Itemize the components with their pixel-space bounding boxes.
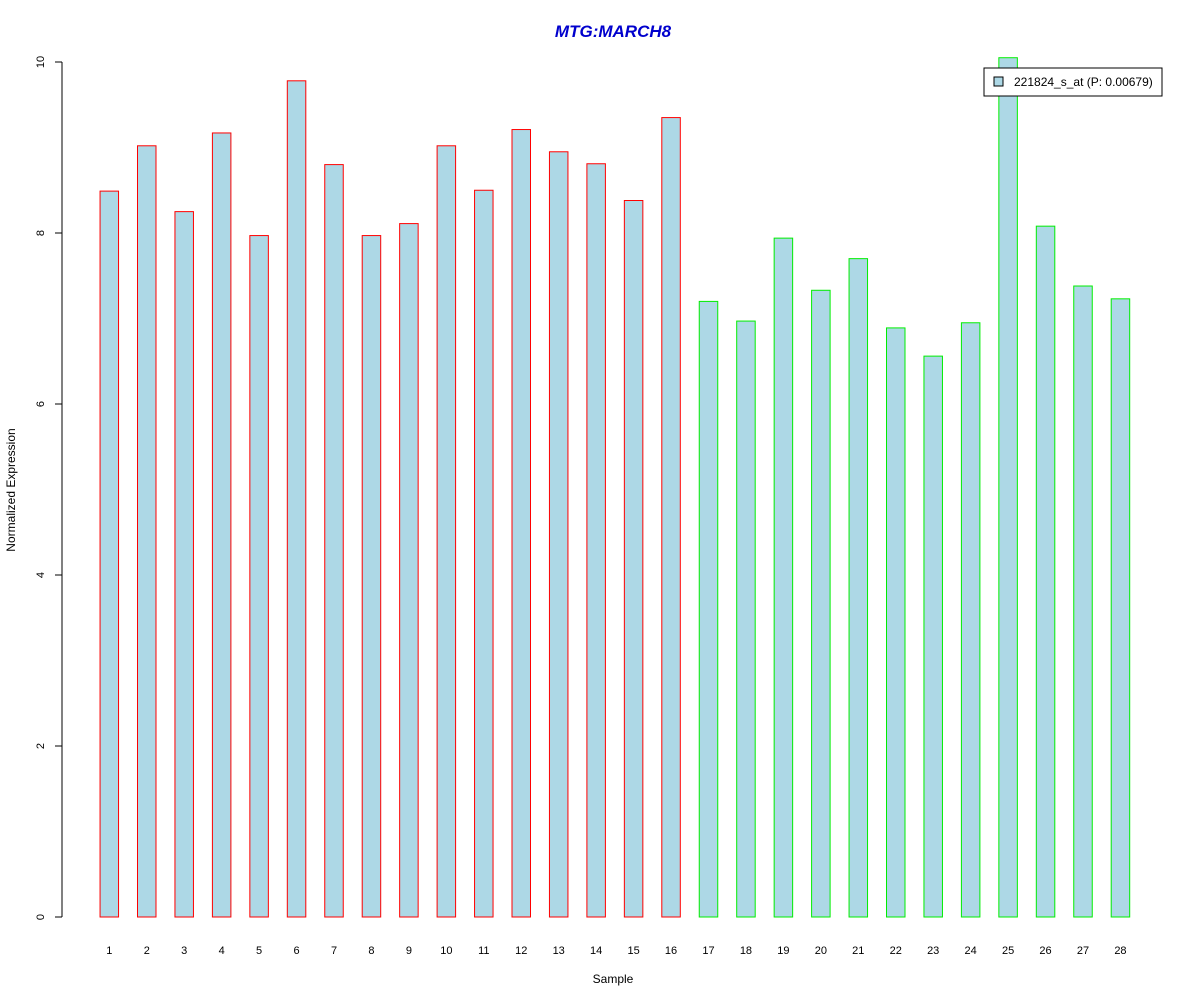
legend-swatch	[993, 76, 1004, 87]
bar-sample-22	[886, 327, 906, 918]
legend-box	[983, 67, 1163, 97]
bar-sample-19	[773, 237, 794, 918]
chart-title: MTG:MARCH8	[555, 22, 672, 41]
y-tick-label-4: 4	[35, 572, 47, 578]
bar-sample-9	[399, 223, 419, 918]
x-tick-label-24: 24	[965, 945, 977, 957]
bar-sample-5	[249, 235, 269, 918]
bar-sample-3	[174, 211, 194, 918]
x-tick-label-7: 7	[331, 945, 337, 957]
x-tick-label-10: 10	[440, 945, 452, 957]
x-tick-label-21: 21	[852, 945, 864, 957]
bars-group	[99, 57, 1131, 918]
bar-sample-2	[137, 145, 157, 918]
legend: 221824_s_at (P: 0.00679)	[983, 67, 1163, 97]
x-tick-label-18: 18	[740, 945, 752, 957]
x-tick-label-25: 25	[1002, 945, 1014, 957]
y-tick-label-8: 8	[35, 230, 47, 236]
bar-sample-28	[1110, 298, 1131, 918]
bar-sample-14	[586, 163, 606, 918]
y-tick-label-6: 6	[35, 401, 47, 407]
bar-sample-21	[848, 258, 869, 918]
bar-sample-27	[1073, 285, 1093, 918]
x-axis: 1 2 3 4 5 6 7 8 9 10 11 12 13 14 15 16 17 18 19 20 21 22 23 24 2…	[106, 945, 1126, 957]
x-tick-label-13: 13	[553, 945, 565, 957]
bar-sample-7	[324, 164, 344, 918]
x-tick-label-17: 17	[702, 945, 714, 957]
x-tick-label-8: 8	[368, 945, 374, 957]
y-tick-label-2: 2	[35, 743, 47, 749]
y-tick-label-10: 10	[35, 56, 47, 68]
y-axis-label: Normalized Expression	[4, 428, 18, 551]
bar-sample-23	[923, 355, 943, 918]
x-tick-label-26: 26	[1039, 945, 1051, 957]
bar-sample-16	[661, 117, 681, 918]
bar-sample-18	[736, 320, 756, 918]
x-tick-label-16: 16	[665, 945, 677, 957]
bar-sample-11	[474, 189, 494, 918]
x-tick-label-1: 1	[106, 945, 112, 957]
bar-sample-15	[623, 200, 644, 918]
x-tick-label-4: 4	[219, 945, 225, 957]
x-tick-label-19: 19	[777, 945, 789, 957]
x-tick-label-27: 27	[1077, 945, 1089, 957]
x-tick-label-14: 14	[590, 945, 602, 957]
x-tick-label-15: 15	[627, 945, 639, 957]
bar-sample-1	[99, 190, 120, 918]
x-tick-label-3: 3	[181, 945, 187, 957]
x-tick-label-5: 5	[256, 945, 262, 957]
x-tick-label-6: 6	[293, 945, 299, 957]
bar-sample-24	[960, 322, 981, 918]
y-axis: 0 2 4 6 8 10	[35, 56, 63, 920]
bar-sample-12	[511, 129, 531, 918]
x-tick-label-11: 11	[478, 945, 489, 957]
x-tick-label-2: 2	[144, 945, 150, 957]
bar-sample-17	[698, 300, 719, 918]
bar-sample-26	[1035, 225, 1056, 918]
x-tick-label-9: 9	[406, 945, 412, 957]
bar-sample-4	[211, 132, 232, 918]
x-axis-label: Sample	[593, 972, 634, 986]
x-tick-label-12: 12	[515, 945, 527, 957]
x-tick-label-28: 28	[1114, 945, 1126, 957]
legend-entry-label: 221824_s_at (P: 0.00679)	[1014, 75, 1153, 89]
bar-sample-6	[286, 80, 307, 918]
x-tick-label-23: 23	[927, 945, 939, 957]
bar-sample-10	[436, 145, 457, 918]
bar-sample-8	[361, 235, 382, 918]
y-tick-label-0: 0	[35, 914, 47, 920]
bar-sample-13	[548, 151, 569, 918]
bar-sample-25	[998, 57, 1018, 918]
x-tick-label-20: 20	[815, 945, 827, 957]
x-tick-label-22: 22	[890, 945, 902, 957]
bar-sample-20	[811, 289, 831, 918]
